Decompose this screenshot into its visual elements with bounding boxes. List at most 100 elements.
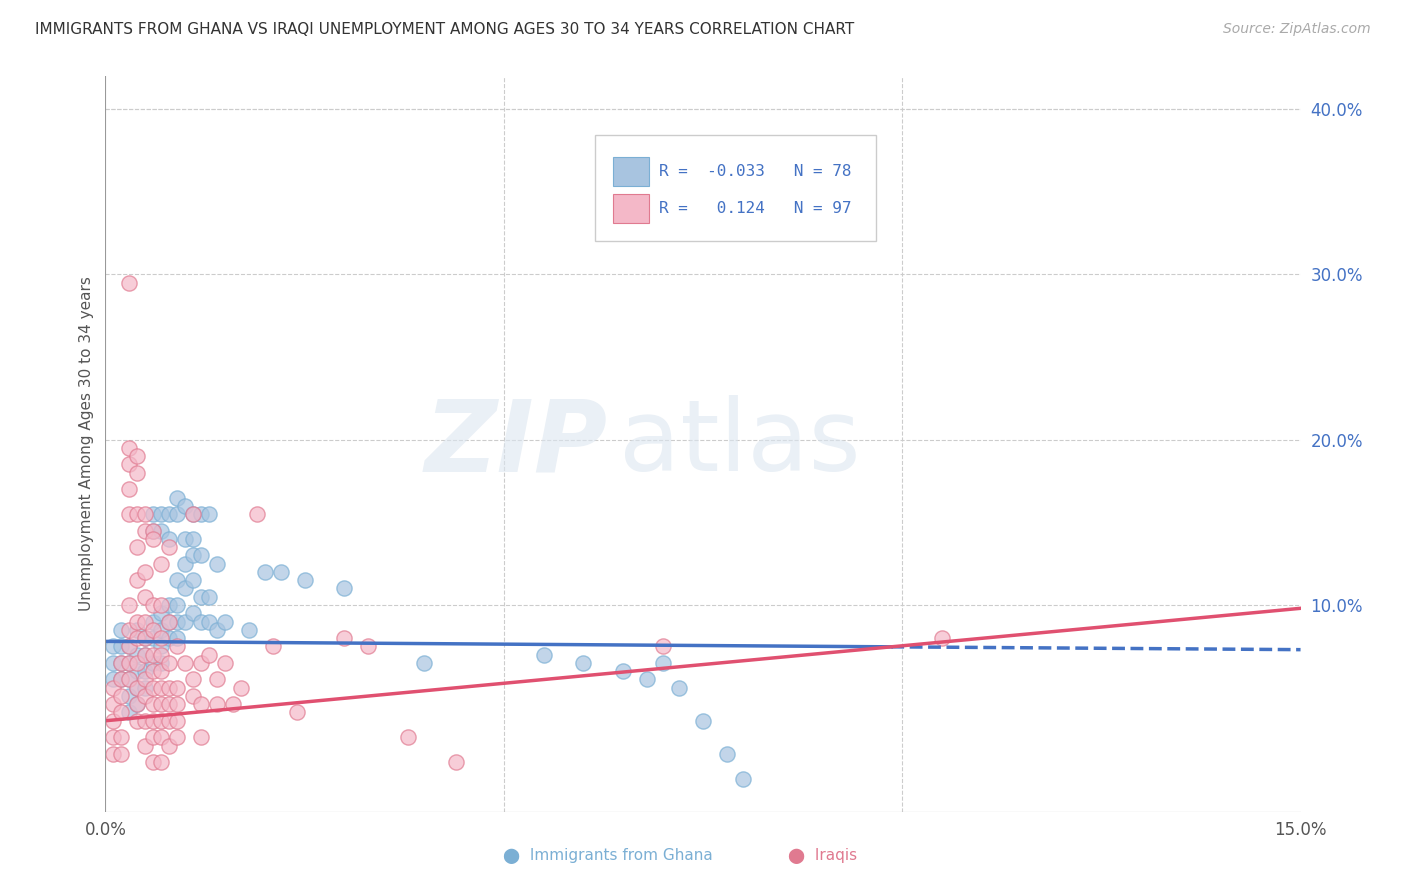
Point	[142, 615, 165, 629]
Point	[142, 714, 165, 728]
Point	[103, 731, 125, 745]
Point	[190, 656, 212, 670]
Point	[333, 631, 356, 645]
Point	[636, 673, 658, 687]
Point	[198, 615, 221, 629]
Point	[110, 747, 132, 761]
Point	[668, 681, 690, 695]
Point	[931, 631, 953, 645]
Point	[134, 681, 156, 695]
Point	[142, 755, 165, 769]
Point	[118, 640, 141, 654]
Point	[190, 731, 212, 745]
Point	[157, 739, 180, 753]
Point	[118, 598, 141, 612]
Point	[205, 697, 228, 711]
Point	[174, 532, 197, 546]
Point	[110, 656, 132, 670]
Point	[413, 656, 436, 670]
Point	[150, 648, 173, 662]
Text: R =   0.124   N = 97: R = 0.124 N = 97	[659, 201, 851, 216]
Point	[716, 747, 738, 761]
FancyBboxPatch shape	[596, 135, 876, 242]
Point	[190, 615, 212, 629]
Point	[150, 631, 173, 645]
Point	[444, 755, 467, 769]
Point	[157, 681, 180, 695]
Point	[190, 590, 212, 604]
Point	[127, 623, 149, 637]
Text: IMMIGRANTS FROM GHANA VS IRAQI UNEMPLOYMENT AMONG AGES 30 TO 34 YEARS CORRELATIO: IMMIGRANTS FROM GHANA VS IRAQI UNEMPLOYM…	[35, 22, 855, 37]
Point	[166, 681, 188, 695]
Point	[190, 697, 212, 711]
Point	[127, 697, 149, 711]
Point	[110, 731, 132, 745]
Point	[142, 681, 165, 695]
Point	[118, 656, 141, 670]
Point	[103, 673, 125, 687]
Point	[142, 524, 165, 538]
Point	[127, 656, 149, 670]
Point	[612, 664, 634, 678]
Point	[118, 673, 141, 687]
Point	[127, 449, 149, 463]
Point	[157, 507, 180, 521]
Bar	[613, 157, 650, 186]
Point	[110, 706, 132, 720]
Point	[118, 656, 141, 670]
Point	[134, 714, 156, 728]
Point	[142, 731, 165, 745]
Point	[142, 623, 165, 637]
Point	[134, 739, 156, 753]
Point	[150, 524, 173, 538]
Point	[174, 582, 197, 596]
Point	[142, 598, 165, 612]
Point	[134, 590, 156, 604]
Point	[294, 573, 316, 587]
Point	[150, 681, 173, 695]
Point	[127, 631, 149, 645]
Point	[127, 466, 149, 480]
Point	[127, 681, 149, 695]
Text: ⬤  Iraqis: ⬤ Iraqis	[787, 848, 858, 863]
Point	[127, 540, 149, 554]
Point	[205, 673, 228, 687]
Point	[118, 458, 141, 472]
Point	[103, 656, 125, 670]
Point	[142, 507, 165, 521]
Point	[127, 615, 149, 629]
Point	[692, 714, 714, 728]
Point	[166, 507, 188, 521]
Point	[134, 524, 156, 538]
Text: atlas: atlas	[619, 395, 860, 492]
Point	[118, 623, 141, 637]
Point	[357, 640, 380, 654]
Point	[181, 549, 204, 563]
Text: Source: ZipAtlas.com: Source: ZipAtlas.com	[1223, 22, 1371, 37]
Point	[142, 656, 165, 670]
Point	[396, 731, 419, 745]
Point	[166, 714, 188, 728]
Point	[150, 607, 173, 621]
Point	[150, 714, 173, 728]
Text: ZIP: ZIP	[425, 395, 607, 492]
Point	[166, 491, 188, 505]
Point	[246, 507, 269, 521]
Point	[262, 640, 284, 654]
Point	[190, 549, 212, 563]
Point	[127, 648, 149, 662]
Point	[134, 507, 156, 521]
Point	[181, 689, 204, 703]
Point	[533, 648, 555, 662]
Point	[150, 656, 173, 670]
Point	[127, 664, 149, 678]
Point	[166, 631, 188, 645]
Point	[174, 557, 197, 571]
Point	[238, 623, 260, 637]
Point	[134, 631, 156, 645]
Point	[229, 681, 252, 695]
Text: ⬤  Immigrants from Ghana: ⬤ Immigrants from Ghana	[502, 848, 713, 863]
Point	[157, 615, 180, 629]
Point	[150, 664, 173, 678]
Text: R =  -0.033   N = 78: R = -0.033 N = 78	[659, 164, 851, 179]
